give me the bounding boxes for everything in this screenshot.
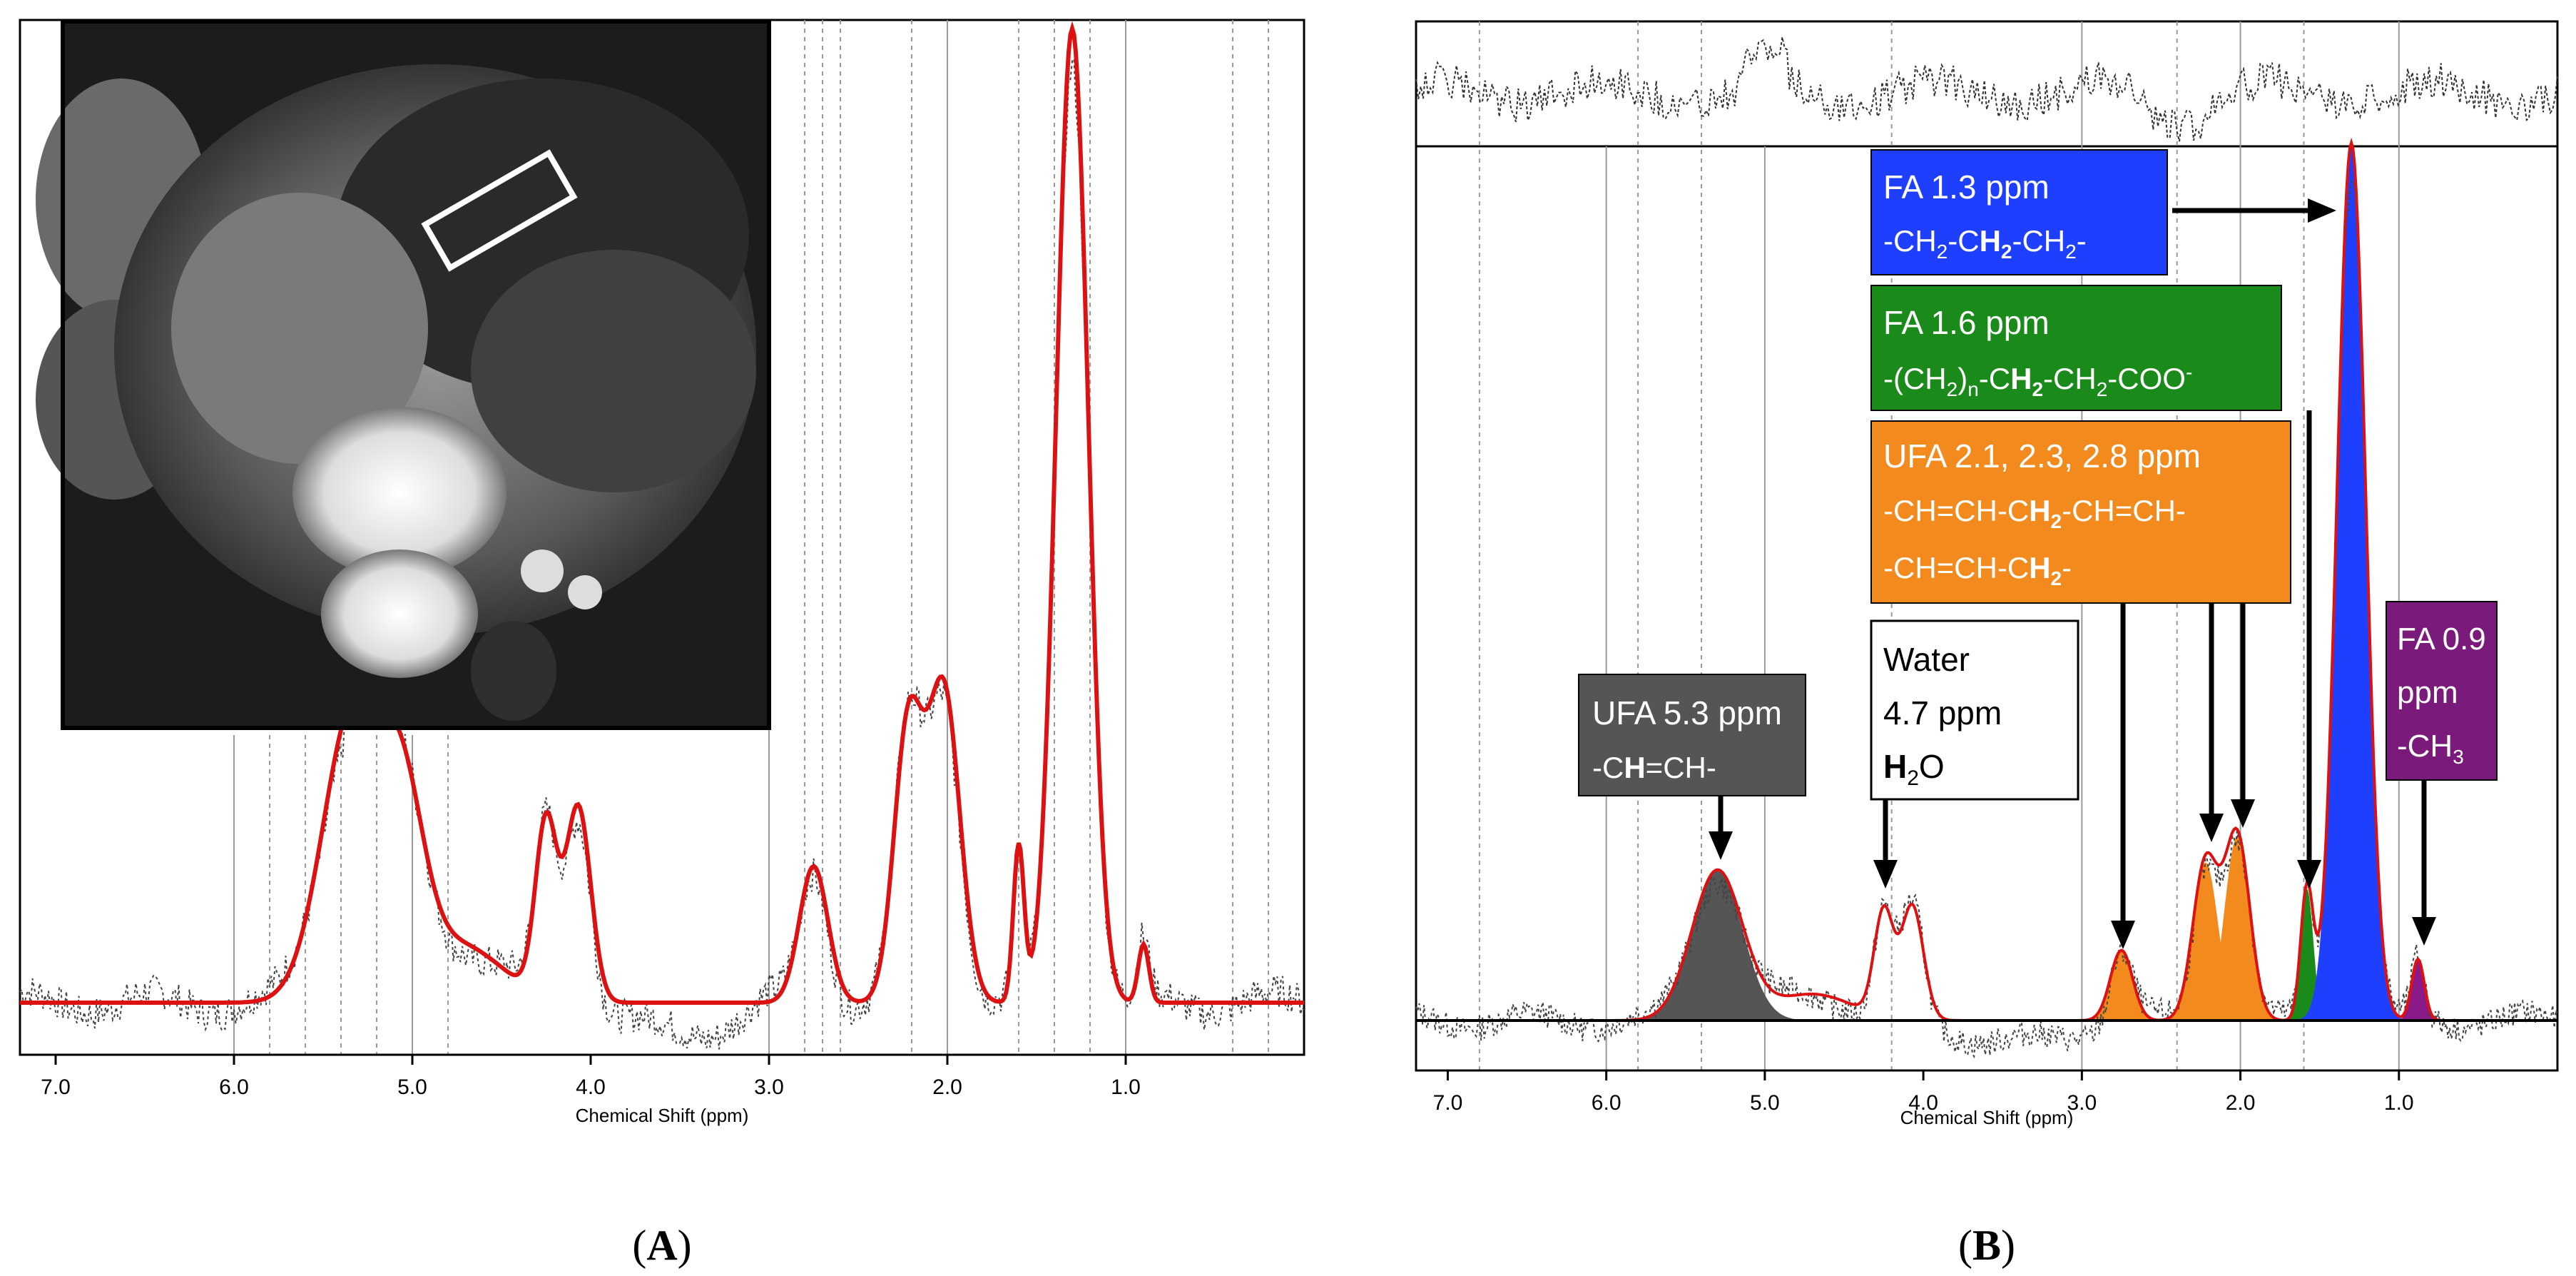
ann-fa09-line1: FA 0.9 — [2397, 622, 2486, 657]
ann-ufa21-line2: -CH=CH-CH2-CH=CH- — [1883, 494, 2186, 532]
annotation-fa-0.9: FA 0.9 ppm -CH3 — [2386, 601, 2498, 781]
annotation-ufa-5.3: UFA 5.3 ppm -CH=CH- — [1578, 674, 1806, 796]
panel-b: 7.0 6.0 5.0 4.0 3.0 2.0 1.0 Chemical Shift (pp… — [1415, 20, 2559, 1269]
panel-a: 7.0 6.0 5.0 4.0 3.0 2.0 1.0 Chemical Shift (pp… — [19, 19, 1305, 1269]
x-tick-label-4: 3.0 — [2067, 1091, 2097, 1115]
arrowhead-ufa53 — [1709, 831, 1733, 860]
x-tick-label-5: 2.0 — [932, 1075, 962, 1099]
ann-water-line3: H2O — [1883, 748, 1945, 790]
ann-water-line1: Water — [1883, 641, 1970, 678]
component-2 — [2154, 862, 2256, 1021]
panel-a-x-label: Chemical Shift (ppm) — [576, 1105, 749, 1126]
arrowhead-fa13 — [2308, 198, 2336, 223]
x-tick-label-1: 6.0 — [1592, 1091, 1622, 1115]
fit-line — [20, 21, 1304, 1005]
annotation-arrows — [1709, 198, 2436, 949]
x-tick-label-3: 4.0 — [1908, 1091, 1938, 1115]
ann-fa09-line3: -CH3 — [2397, 729, 2464, 768]
annotation-ufa-2.1: UFA 2.1, 2.3, 2.8 ppm -CH=CH-CH2-CH=CH- … — [1870, 420, 2291, 604]
arrowhead-water — [1873, 860, 1898, 888]
ann-fa16-line2: -(CH2)n-CH2-CH2-COO- — [1883, 361, 2192, 400]
annotation-water: Water 4.7 ppm H2O — [1870, 619, 2079, 801]
residual-trace — [1415, 36, 2558, 142]
panel-a-fit-spectrum — [20, 21, 1304, 1005]
x-tick-label-0: 7.0 — [41, 1075, 71, 1099]
ann-ufa21-line3: -CH=CH-CH2- — [1883, 551, 2072, 589]
x-tick-label-4: 3.0 — [754, 1075, 784, 1099]
ann-ufa53-line1: UFA 5.3 ppm — [1592, 694, 1782, 731]
panel-b-x-label: Chemical Shift (ppm) — [1900, 1107, 2074, 1128]
x-tick-label-6: 1.0 — [1111, 1075, 1141, 1099]
component-4 — [2281, 888, 2333, 1021]
component-1 — [2077, 950, 2167, 1021]
ann-fa16-line1: FA 1.6 ppm — [1883, 304, 2050, 341]
annotation-fa-1.3: FA 1.3 ppm -CH2-CH2-CH2- — [1870, 149, 2168, 275]
arrowhead-fa09 — [2412, 917, 2436, 946]
ann-ufa53-line2: -CH=CH- — [1592, 751, 1716, 784]
ann-fa09-line2: ppm — [2397, 675, 2458, 710]
panel-a-x-ticks: 7.0 6.0 5.0 4.0 3.0 2.0 1.0 — [41, 1055, 1141, 1099]
x-tick-label-6: 1.0 — [2384, 1091, 2414, 1115]
residual-line — [1415, 36, 2558, 142]
component-5 — [2294, 143, 2409, 1021]
panel-b-x-ticks: 7.0 6.0 5.0 4.0 3.0 2.0 1.0 — [1433, 1070, 2414, 1115]
mri-inset-image — [36, 19, 771, 730]
voxel-rectangle — [421, 149, 578, 272]
arrowhead-ufa28 — [2111, 921, 2135, 949]
component-6 — [2392, 958, 2443, 1021]
arrowhead-fa16 — [2297, 860, 2321, 888]
ann-water-line2: 4.7 ppm — [1883, 694, 2002, 731]
arrowhead-ufa23 — [2199, 814, 2224, 842]
ann-fa13-line2: -CH2-CH2-CH2- — [1883, 224, 2087, 263]
annotation-fa-1.6: FA 1.6 ppm -(CH2)n-CH2-CH2-COO- — [1870, 285, 2282, 411]
ann-fa13-line1: FA 1.3 ppm — [1883, 168, 2050, 206]
panel-a-letter: (A) — [632, 1222, 691, 1269]
x-tick-label-3: 4.0 — [576, 1075, 606, 1099]
x-tick-label-5: 2.0 — [2226, 1091, 2256, 1115]
x-tick-label-2: 5.0 — [1750, 1091, 1780, 1115]
arrowhead-ufa21 — [2231, 799, 2255, 828]
panel-b-letter: (B) — [1958, 1222, 2015, 1269]
component-3 — [2186, 836, 2289, 1021]
ann-ufa21-line1: UFA 2.1, 2.3, 2.8 ppm — [1883, 437, 2201, 475]
panel-b-components — [1616, 143, 2443, 1021]
x-tick-label-2: 5.0 — [397, 1075, 427, 1099]
x-tick-label-0: 7.0 — [1433, 1091, 1463, 1115]
component-0 — [1616, 871, 1819, 1021]
x-tick-label-1: 6.0 — [219, 1075, 249, 1099]
